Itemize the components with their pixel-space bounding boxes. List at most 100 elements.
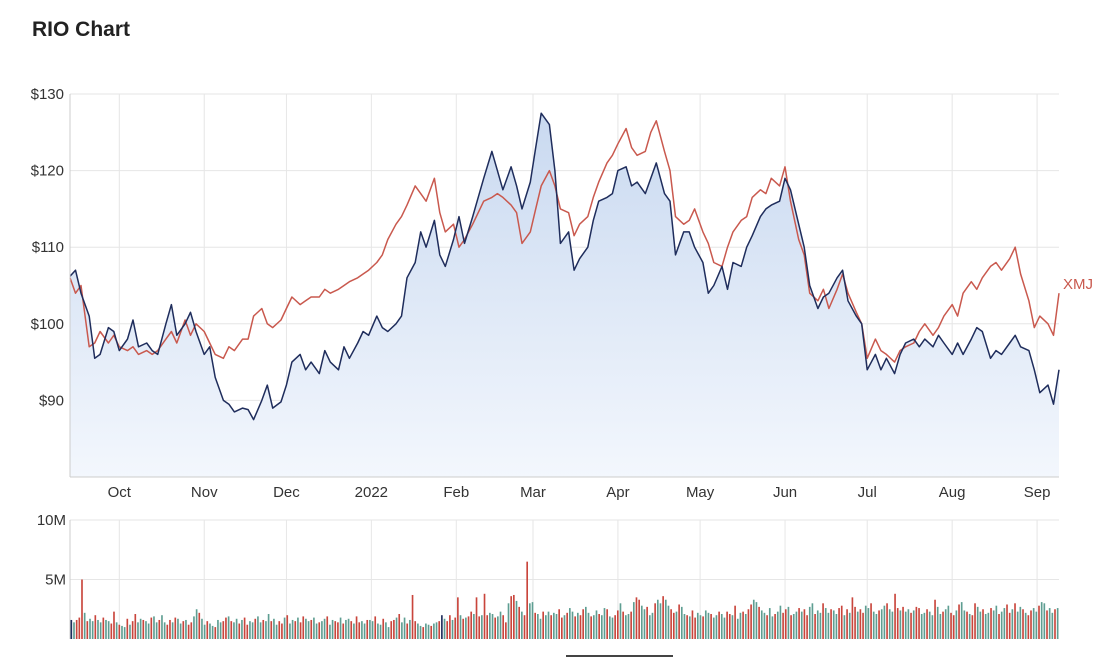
volume-bar [209, 623, 211, 639]
volume-grid [70, 519, 1059, 639]
volume-bar [782, 612, 784, 639]
volume-bar [329, 624, 331, 639]
volume-y-tick-label: 5M [45, 572, 66, 589]
volume-bar [91, 621, 94, 639]
volume-bar [931, 615, 934, 639]
volume-bar [502, 615, 505, 639]
volume-bar [811, 603, 814, 639]
volume-bar [822, 603, 824, 639]
volume-bar [478, 616, 481, 639]
volume-bar [563, 615, 566, 639]
volume-bar [608, 616, 611, 639]
volume-bar [382, 618, 385, 639]
volume-bar [281, 623, 283, 639]
volume-bar [129, 624, 131, 639]
volume-bar [696, 612, 699, 639]
volume-bar [529, 603, 531, 639]
volume-bar [918, 608, 920, 639]
volume-bar [147, 623, 150, 639]
volume-bar [313, 617, 315, 639]
volume-bar [358, 622, 361, 639]
volume-bar [270, 621, 273, 639]
volume-bar [952, 615, 955, 639]
volume-bar [819, 612, 822, 639]
volume-bar [169, 619, 171, 639]
volume-bar [1014, 603, 1016, 639]
volume-bar [806, 615, 808, 639]
volume-bar [859, 609, 862, 639]
volume-y-tick-label: 10M [37, 512, 66, 529]
volume-bar [547, 611, 550, 639]
volume-bar [441, 615, 443, 639]
volume-bar [728, 614, 731, 639]
volume-bar [816, 610, 819, 639]
volume-bar [361, 621, 363, 639]
x-tick-label: May [686, 484, 715, 501]
volume-bar [489, 612, 491, 639]
volume-bar [166, 624, 169, 639]
volume-bar [593, 615, 595, 639]
volume-bar [926, 609, 928, 639]
volume-bar [350, 621, 353, 639]
volume-bar [947, 605, 950, 639]
volume-bar [94, 615, 97, 639]
volume-bar [299, 622, 302, 639]
xmj-series-label: XMJ [1063, 276, 1093, 293]
volume-bar [686, 615, 688, 639]
volume-bar [955, 610, 958, 639]
volume-bar [275, 624, 278, 639]
volume-bar [963, 610, 966, 639]
volume-bar [390, 621, 393, 639]
volume-bar [89, 618, 91, 639]
volume-bar [870, 603, 872, 639]
volume-bar [752, 599, 755, 639]
volume-bar [619, 603, 622, 639]
volume-bar [907, 609, 910, 639]
volume-bar [443, 618, 446, 639]
volume-bar [459, 615, 462, 639]
volume-bar [486, 615, 489, 639]
volume-bar [465, 617, 467, 639]
volume-bar [371, 621, 374, 639]
volume-bar [534, 612, 536, 639]
volume-bar [734, 605, 736, 639]
volume-bar [739, 612, 742, 639]
volume-bar [939, 614, 942, 639]
volume-bar [513, 594, 515, 639]
volume-bar [995, 605, 998, 639]
volume-bar [118, 624, 121, 639]
volume-bar [177, 618, 179, 639]
volume-bar [867, 608, 870, 639]
volume-bar [406, 623, 409, 639]
volume-bar [302, 616, 305, 639]
volume-bar [824, 608, 827, 639]
price-lines [69, 112, 1060, 421]
volume-bar [158, 619, 161, 639]
volume-bar [227, 616, 230, 639]
volume-bar [915, 606, 918, 639]
volume-bar [561, 617, 563, 639]
volume-bar [750, 604, 752, 639]
volume-bar [624, 615, 627, 639]
volume-bar [542, 611, 544, 639]
volume-bar [537, 614, 539, 639]
x-tick-label: Sep [1024, 484, 1051, 501]
volume-bar [438, 621, 441, 639]
volume-bar [153, 616, 155, 639]
volume-bar [1032, 608, 1035, 639]
volume-bar [616, 610, 619, 639]
volume-bar [992, 610, 995, 639]
volume-bar [523, 615, 526, 639]
x-tick-label: Jul [858, 484, 877, 501]
volume-bar [203, 624, 206, 639]
volume-bar [966, 611, 968, 639]
volume-bar [888, 609, 891, 639]
volume-bar [667, 605, 670, 639]
volume-bar [654, 603, 656, 639]
volume-bar [702, 616, 704, 639]
y-tick-label: $130 [31, 86, 64, 103]
volume-bar [339, 617, 342, 639]
scrollbar-thumb[interactable] [566, 655, 673, 657]
volume-bar [894, 593, 896, 639]
